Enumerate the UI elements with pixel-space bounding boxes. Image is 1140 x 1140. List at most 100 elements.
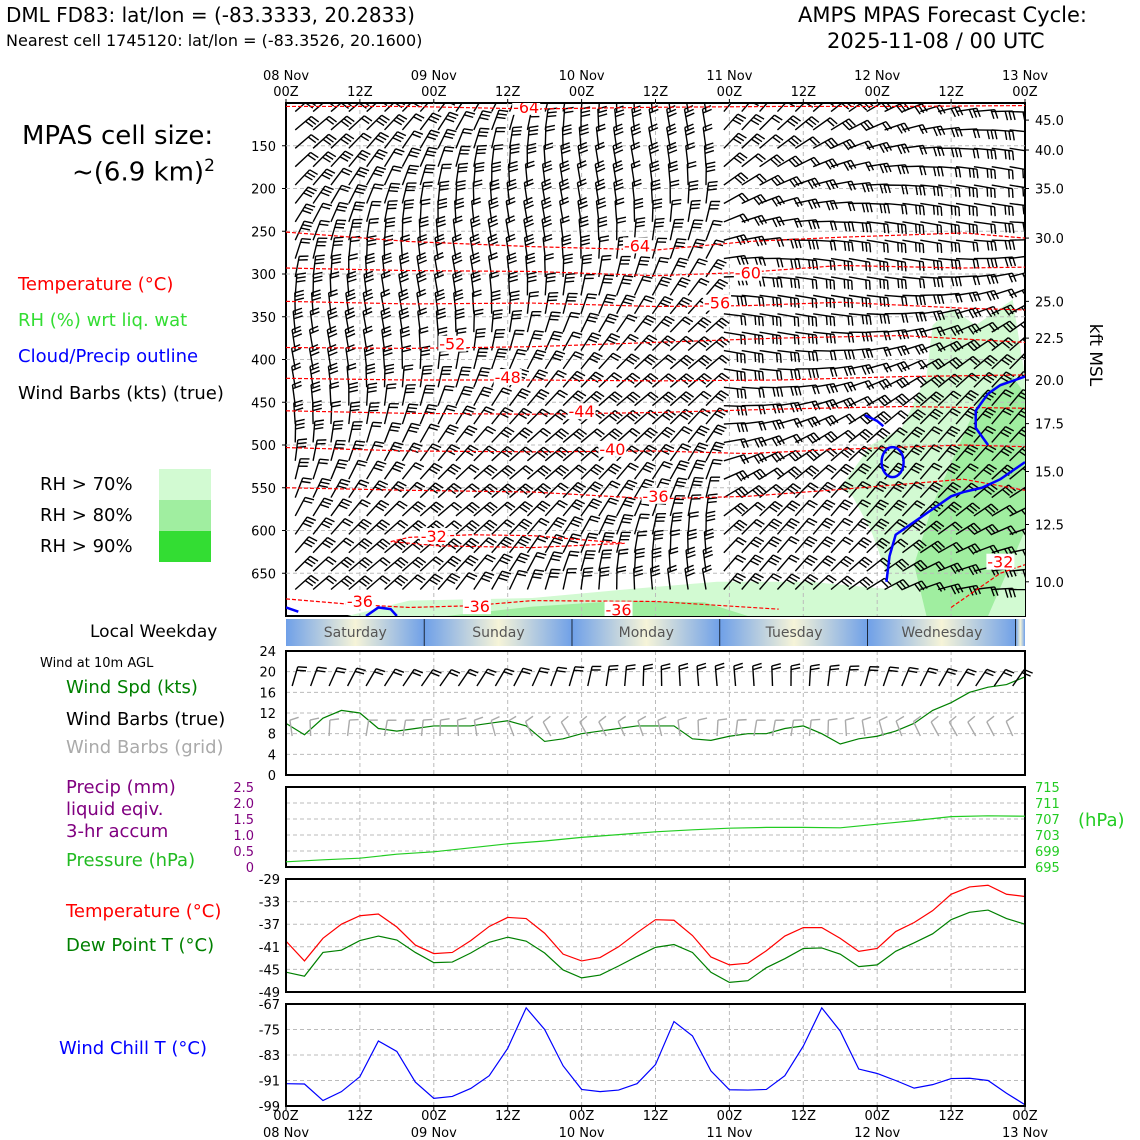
profile-barb-618 xyxy=(346,362,357,388)
profile-barb-805 xyxy=(759,451,785,463)
profile-barb-404 xyxy=(920,276,944,288)
profile-barb-594 xyxy=(651,354,677,370)
profile-barb-388 xyxy=(633,256,651,278)
profile-barb-1054 xyxy=(812,555,836,572)
profile-barb-249 xyxy=(348,201,366,223)
profile-barb-483 xyxy=(866,313,891,324)
profile-barb-90 xyxy=(437,128,457,149)
profile-barb-750 xyxy=(509,427,533,443)
profile-barb-624 xyxy=(455,366,472,388)
profile-barb-697 xyxy=(293,399,304,425)
profile-barb-747 xyxy=(455,425,478,443)
profile-barb-213 xyxy=(437,180,450,204)
profile-barb-779 xyxy=(294,438,308,461)
profile-barb-933 xyxy=(848,499,871,517)
profile-barb-153 xyxy=(830,159,857,171)
profile-barb-835 xyxy=(562,464,587,480)
profile-barb-316 xyxy=(813,239,837,251)
profile-barb-890 xyxy=(812,481,836,499)
profile-barb-758 xyxy=(651,426,676,443)
profile-barb-946 xyxy=(348,518,372,535)
profile-barb-551 xyxy=(616,333,639,351)
profile-barb-3 xyxy=(348,103,373,113)
profile-barb-709 xyxy=(509,407,532,425)
profile-barb-138 xyxy=(560,142,571,167)
wind10m-grid-barb-41 xyxy=(657,716,667,737)
top-date-label-0: 08 Nov xyxy=(263,69,309,84)
profile-barb-227 xyxy=(687,180,699,204)
legend-wind-spd: Wind Spd (kts) xyxy=(66,677,198,698)
profile-barb-441 xyxy=(848,294,872,308)
wind10m-grid-barb-19 xyxy=(456,717,467,737)
profile-barb-660 xyxy=(365,382,378,406)
profile-barb-198 xyxy=(902,184,926,196)
profile-barb-848 xyxy=(794,465,820,480)
wind-panel-frame xyxy=(285,650,1026,776)
bottom-date-label-2: 09 Nov xyxy=(411,1126,457,1140)
wind10m-grid-barb-17 xyxy=(439,718,450,737)
profile-barb-512 xyxy=(651,315,675,333)
temp-contour-0 xyxy=(286,104,1025,110)
profile-barb-265 xyxy=(633,197,644,222)
profile-barb-328 xyxy=(294,237,311,259)
profile-barb-80 xyxy=(991,129,1015,141)
profile-barb-679 xyxy=(705,390,730,407)
profile-barb-159 xyxy=(938,165,962,178)
profile-barb-126 xyxy=(348,149,371,168)
windchill-panel-series-0 xyxy=(285,1006,1026,1106)
wind10m-grid-barb-73 xyxy=(948,715,958,737)
pressure-tick-250: 250 xyxy=(251,225,276,240)
wind-ytick-12: 12 xyxy=(259,707,276,722)
station-title: DML FD83: lat/lon = (-83.3333, 20.2833) xyxy=(6,3,415,27)
legend-rh80: RH > 80% xyxy=(40,505,133,526)
profile-barb-185 xyxy=(667,160,679,186)
profile-barb-1013 xyxy=(812,536,836,554)
profile-barb-570 xyxy=(955,339,982,352)
profile-barb-936 xyxy=(901,500,926,517)
profile-barb-938 xyxy=(937,501,962,517)
profile-barb-273 xyxy=(777,217,803,228)
legend-rh: RH (%) wrt liq. wat xyxy=(18,310,188,331)
profile-barb-677 xyxy=(669,391,694,407)
profile-barb-1030 xyxy=(384,556,409,572)
profile-barb-621 xyxy=(401,364,414,388)
precip-ytick-2.0: 2.0 xyxy=(233,797,254,812)
profile-barb-729 xyxy=(866,411,892,425)
profile-barb-1026 xyxy=(312,556,337,572)
profile-barb-1089 xyxy=(701,564,712,590)
profile-barb-964 xyxy=(669,512,683,535)
weekday-band-3 xyxy=(720,619,868,646)
cell-size-number: ~(6.9 km) xyxy=(72,157,205,188)
profile-barb-1035 xyxy=(473,554,496,572)
profile-barb-424 xyxy=(544,272,556,296)
profile-barb-168 xyxy=(366,166,386,186)
profile-barb-957 xyxy=(544,516,567,535)
profile-barb-641 xyxy=(759,386,784,397)
profile-barb-782 xyxy=(348,440,366,462)
cloud-outline-oval xyxy=(880,445,905,479)
profile-barb-309 xyxy=(687,219,704,241)
profile-wind-barbs xyxy=(290,103,1025,598)
precip-ytick-0: 0 xyxy=(246,861,254,876)
temp-panel-frame xyxy=(285,878,1026,993)
profile-barb-923 xyxy=(669,494,685,517)
profile-barb-133 xyxy=(473,144,487,167)
profile-barb-197 xyxy=(884,184,909,195)
weekday-band-5 xyxy=(1015,619,1025,646)
profile-barb-642 xyxy=(777,385,802,396)
profile-barb-837 xyxy=(598,463,622,480)
profile-barb-475 xyxy=(723,313,747,326)
profile-barb-1096 xyxy=(830,575,855,591)
cell-size-title: MPAS cell size: xyxy=(22,121,214,151)
profile-barb-614 xyxy=(1009,353,1025,370)
wind10m-barb-70 xyxy=(938,667,958,687)
kft-tick-40.0: 40.0 xyxy=(1035,144,1064,159)
profile-barb-110 xyxy=(794,136,821,149)
profile-barb-307 xyxy=(651,217,665,241)
weekday-label-3: Tuesday xyxy=(765,625,823,641)
profile-barb-1062 xyxy=(955,563,982,576)
profile-barb-962 xyxy=(633,513,650,535)
profile-barb-945 xyxy=(330,518,354,535)
profile-barb-1016 xyxy=(866,537,891,554)
temp-contour-label-0: -64 xyxy=(513,98,539,117)
